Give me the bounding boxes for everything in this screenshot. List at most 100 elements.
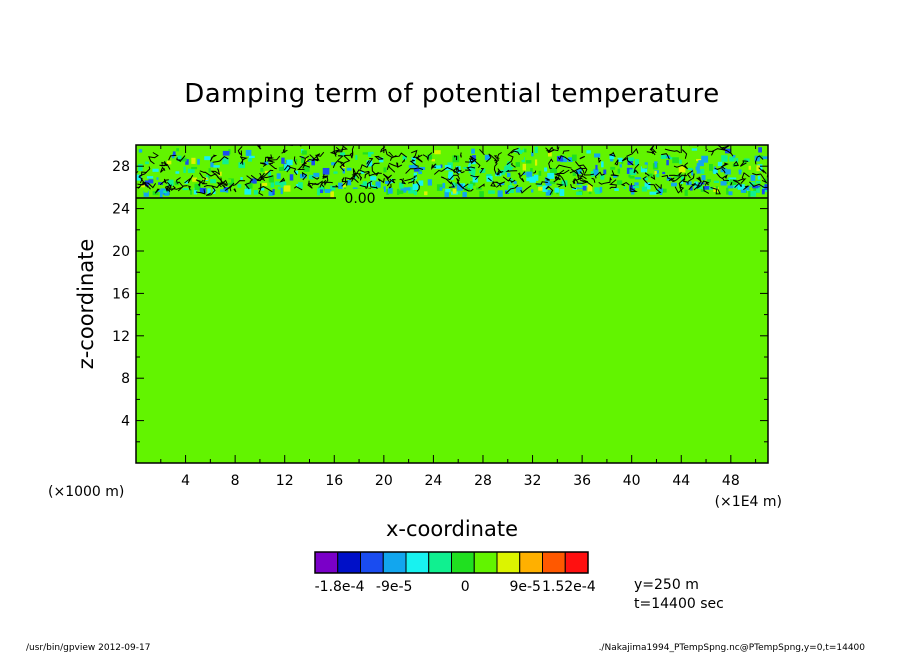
- field-cell: [644, 182, 651, 190]
- field-cell: [144, 186, 149, 193]
- contour-squiggle: [570, 168, 579, 175]
- contour-squiggle: [545, 185, 554, 196]
- field-cell: [548, 155, 555, 159]
- field-cell: [371, 181, 375, 185]
- field-cell: [554, 187, 559, 193]
- contour-squiggle: [687, 173, 695, 182]
- contour-squiggle: [165, 181, 172, 192]
- contour-squiggle: [335, 145, 348, 153]
- field-cell: [545, 190, 552, 196]
- field-cell: [440, 164, 443, 168]
- field-cell: [426, 154, 433, 160]
- field-cell: [247, 157, 253, 162]
- contour-squiggle: [344, 151, 354, 156]
- contour-squiggle: [752, 172, 768, 184]
- field-cell: [691, 148, 698, 151]
- colorbar-swatch: [360, 551, 384, 574]
- chart-title: Damping term of potential temperature: [184, 79, 719, 109]
- field-cell: [515, 162, 521, 167]
- contour-squiggle: [645, 172, 650, 177]
- field-cell: [758, 147, 762, 153]
- field-cell: [463, 166, 467, 170]
- contour-squiggle: [576, 181, 594, 187]
- field-cell: [315, 180, 319, 184]
- contour-squiggle: [661, 174, 670, 180]
- contour-squiggle: [405, 167, 424, 174]
- contour-squiggle: [496, 152, 502, 160]
- contour-squiggle: [279, 177, 286, 183]
- field-cell: [614, 188, 619, 191]
- contour-squiggle: [668, 174, 688, 183]
- field-cell: [538, 170, 542, 176]
- contour-squiggle: [758, 167, 767, 174]
- field-cell: [207, 188, 211, 195]
- field-cell: [680, 176, 685, 181]
- contour-squiggle: [517, 171, 526, 177]
- field-cell: [260, 167, 264, 172]
- colorbar-tick-label: -1.8e-4: [315, 579, 365, 595]
- field-cell: [513, 181, 517, 185]
- field-cell: [750, 174, 756, 182]
- field-cell: [229, 185, 236, 191]
- field-cell: [313, 172, 320, 178]
- contour-squiggle: [703, 186, 710, 194]
- x-tick-label: 28: [474, 473, 492, 489]
- field-cell: [732, 154, 736, 158]
- contour-squiggle: [664, 148, 681, 154]
- x-multiplier-label: (×1E4 m): [715, 494, 782, 510]
- contour-squiggle: [630, 183, 638, 193]
- field-cell: [685, 181, 692, 186]
- contour-squiggle: [411, 149, 420, 158]
- field-cell: [317, 191, 325, 196]
- field-cell: [431, 175, 439, 182]
- field-cell: [635, 187, 642, 193]
- contour-squiggle: [332, 155, 344, 168]
- contour-squiggle: [754, 155, 764, 165]
- field-cell: [159, 191, 163, 198]
- contour-squiggle: [303, 158, 314, 166]
- field-cell: [166, 160, 172, 165]
- field-cell: [761, 188, 765, 195]
- field-cell: [264, 161, 269, 166]
- field-cell: [146, 176, 154, 179]
- field-cell: [486, 174, 492, 178]
- field-cell: [669, 172, 674, 178]
- field-cell: [523, 172, 526, 175]
- field-cell: [529, 176, 536, 183]
- field-cell: [658, 188, 663, 194]
- field-cell: [663, 155, 671, 159]
- field-cell: [497, 190, 503, 197]
- field-cell: [379, 157, 384, 163]
- field-cell: [386, 188, 389, 195]
- field-cell: [745, 185, 752, 191]
- field-cell: [703, 185, 710, 190]
- contour-squiggle: [741, 172, 750, 180]
- contour-squiggle: [740, 160, 749, 167]
- contour-squiggle: [496, 168, 502, 176]
- field-cell: [246, 182, 253, 189]
- field-cell: [378, 152, 381, 157]
- field-cell: [158, 182, 163, 185]
- field-cell: [706, 179, 711, 183]
- colorbar: [314, 551, 589, 574]
- field-cell: [206, 174, 209, 180]
- contour-squiggle: [704, 181, 709, 186]
- field-cell: [425, 169, 432, 176]
- contour-squiggle: [308, 182, 319, 186]
- field-cell: [357, 163, 363, 167]
- field-cell: [542, 185, 548, 192]
- field-cell: [197, 166, 201, 170]
- x-tick-label: 36: [573, 473, 591, 489]
- field-cell: [399, 182, 404, 189]
- colorbar-swatch: [337, 551, 361, 574]
- contour-squiggle: [212, 155, 229, 163]
- colorbar-tick-label: -9e-5: [376, 579, 413, 595]
- contour-squiggle: [250, 172, 262, 182]
- field-cell: [308, 174, 314, 180]
- field-cell: [587, 184, 593, 192]
- field-cell: [715, 186, 718, 190]
- field-cell: [467, 183, 473, 190]
- contour-squiggle: [649, 145, 657, 156]
- field-cell: [402, 155, 407, 160]
- contour-squiggle: [367, 170, 382, 177]
